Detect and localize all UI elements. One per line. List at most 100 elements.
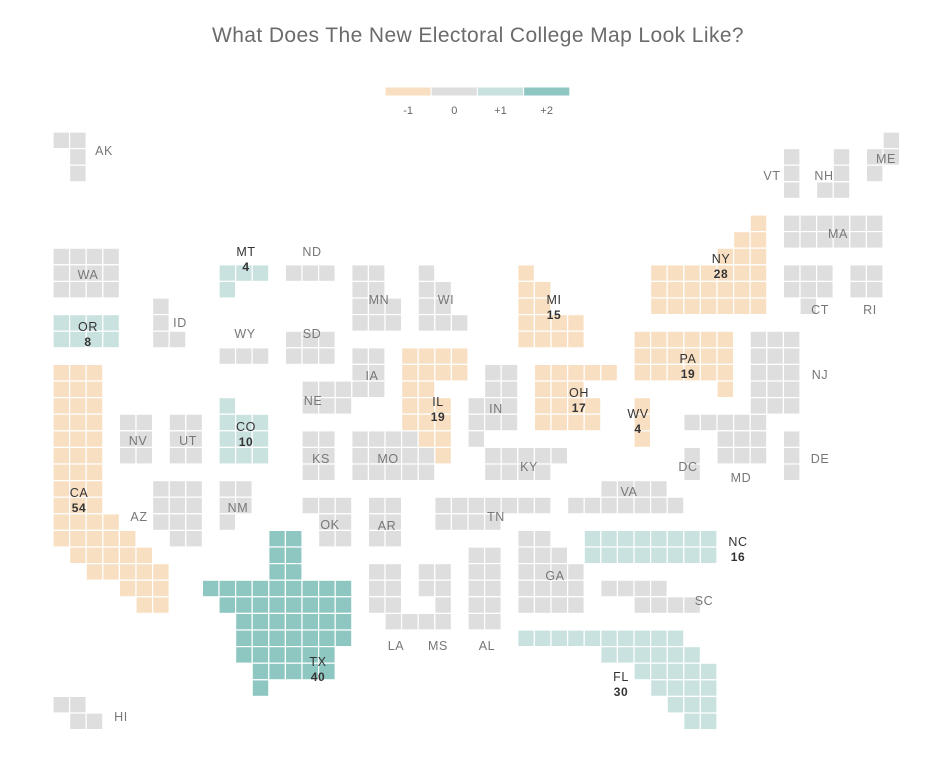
- state-al[interactable]: [467, 546, 502, 631]
- state-ut[interactable]: [168, 413, 204, 465]
- state-tile: [633, 662, 652, 681]
- state-ks[interactable]: [301, 430, 336, 482]
- state-tile: [367, 596, 386, 614]
- state-ct[interactable]: [782, 264, 834, 316]
- state-tile: [251, 579, 270, 598]
- state-tile: [550, 596, 569, 614]
- state-fl[interactable]: [517, 629, 718, 731]
- state-ca[interactable]: [52, 363, 170, 614]
- state-tile: [782, 463, 801, 482]
- state-label-sc: SC: [695, 594, 714, 608]
- state-oh[interactable]: [533, 363, 618, 432]
- state-tile: [185, 446, 204, 465]
- electoral-votes-pa: 19: [681, 367, 696, 381]
- state-dc[interactable]: [683, 446, 701, 482]
- state-ga[interactable]: [517, 529, 585, 614]
- state-tile: [782, 430, 801, 448]
- state-tile: [732, 430, 751, 448]
- legend-swatch: [430, 86, 478, 97]
- state-az[interactable]: [152, 480, 204, 548]
- state-tile: [152, 596, 170, 614]
- state-label-ar: AR: [378, 519, 397, 533]
- state-il[interactable]: [401, 347, 469, 465]
- state-pa[interactable]: [633, 330, 735, 399]
- state-label-hi: HI: [114, 710, 128, 724]
- state-tile: [649, 629, 668, 648]
- state-de[interactable]: [782, 430, 801, 482]
- state-tile: [666, 596, 685, 614]
- state-nh[interactable]: [815, 148, 851, 200]
- state-tile: [633, 546, 652, 565]
- state-tile: [434, 562, 452, 581]
- state-tile: [467, 562, 486, 581]
- state-tile: [52, 280, 71, 299]
- state-tile: [168, 513, 187, 531]
- state-co[interactable]: [218, 397, 270, 465]
- state-va[interactable]: [566, 480, 685, 515]
- state-tile: [235, 480, 253, 498]
- state-tile: [268, 612, 286, 631]
- state-tile: [268, 579, 286, 598]
- state-md[interactable]: [683, 413, 768, 465]
- state-tile: [68, 164, 87, 183]
- state-tile: [666, 629, 685, 648]
- state-in[interactable]: [467, 363, 519, 448]
- state-tile: [268, 645, 286, 664]
- state-ak[interactable]: [52, 131, 87, 183]
- state-ia[interactable]: [351, 347, 386, 399]
- state-ma[interactable]: [782, 214, 884, 249]
- state-tile: [683, 413, 701, 432]
- state-mi[interactable]: [517, 264, 585, 349]
- state-tile: [251, 662, 270, 681]
- state-nm[interactable]: [218, 480, 253, 531]
- state-tn[interactable]: [434, 496, 552, 531]
- state-wv[interactable]: [633, 397, 652, 448]
- state-me[interactable]: [865, 131, 901, 183]
- state-or[interactable]: [52, 314, 121, 349]
- state-ny[interactable]: [649, 214, 768, 316]
- state-tile: [782, 363, 801, 382]
- state-nd[interactable]: [284, 264, 336, 282]
- state-tile: [849, 280, 867, 299]
- state-mo[interactable]: [351, 430, 436, 482]
- state-tx[interactable]: [201, 529, 353, 697]
- state-nj[interactable]: [749, 330, 801, 415]
- state-sc[interactable]: [600, 579, 701, 614]
- state-ar[interactable]: [367, 496, 403, 548]
- state-hi[interactable]: [52, 695, 104, 731]
- state-tile: [301, 596, 320, 614]
- state-mn[interactable]: [351, 264, 403, 332]
- state-tile: [517, 546, 535, 565]
- state-ok[interactable]: [301, 496, 353, 548]
- state-nc[interactable]: [583, 529, 718, 565]
- state-id[interactable]: [152, 297, 187, 349]
- state-vt[interactable]: [782, 148, 801, 200]
- state-tile: [865, 231, 884, 249]
- state-ms[interactable]: [417, 562, 452, 631]
- state-tile: [749, 297, 768, 316]
- state-tile: [85, 513, 104, 531]
- state-la[interactable]: [367, 562, 419, 631]
- state-tile: [467, 579, 486, 598]
- state-tile: [832, 148, 851, 166]
- state-wa[interactable]: [52, 247, 121, 299]
- state-label-sd: SD: [303, 327, 322, 341]
- state-tile: [865, 164, 884, 183]
- state-label-ct: CT: [811, 303, 829, 317]
- state-mt[interactable]: [218, 264, 270, 299]
- state-ri[interactable]: [849, 264, 884, 299]
- state-ky[interactable]: [484, 446, 569, 482]
- state-tile: [484, 579, 502, 598]
- state-tile: [467, 612, 486, 631]
- state-wy[interactable]: [218, 347, 270, 365]
- state-tile: [484, 363, 502, 382]
- state-tile: [251, 347, 270, 365]
- state-sd[interactable]: [284, 330, 336, 365]
- state-tile: [235, 446, 253, 465]
- state-tile: [683, 463, 701, 482]
- legend: -1 0 +1 +2: [384, 86, 571, 117]
- state-wi[interactable]: [417, 264, 469, 332]
- legend-label: -1: [403, 105, 413, 117]
- state-tile: [417, 347, 436, 365]
- state-nv[interactable]: [118, 413, 154, 465]
